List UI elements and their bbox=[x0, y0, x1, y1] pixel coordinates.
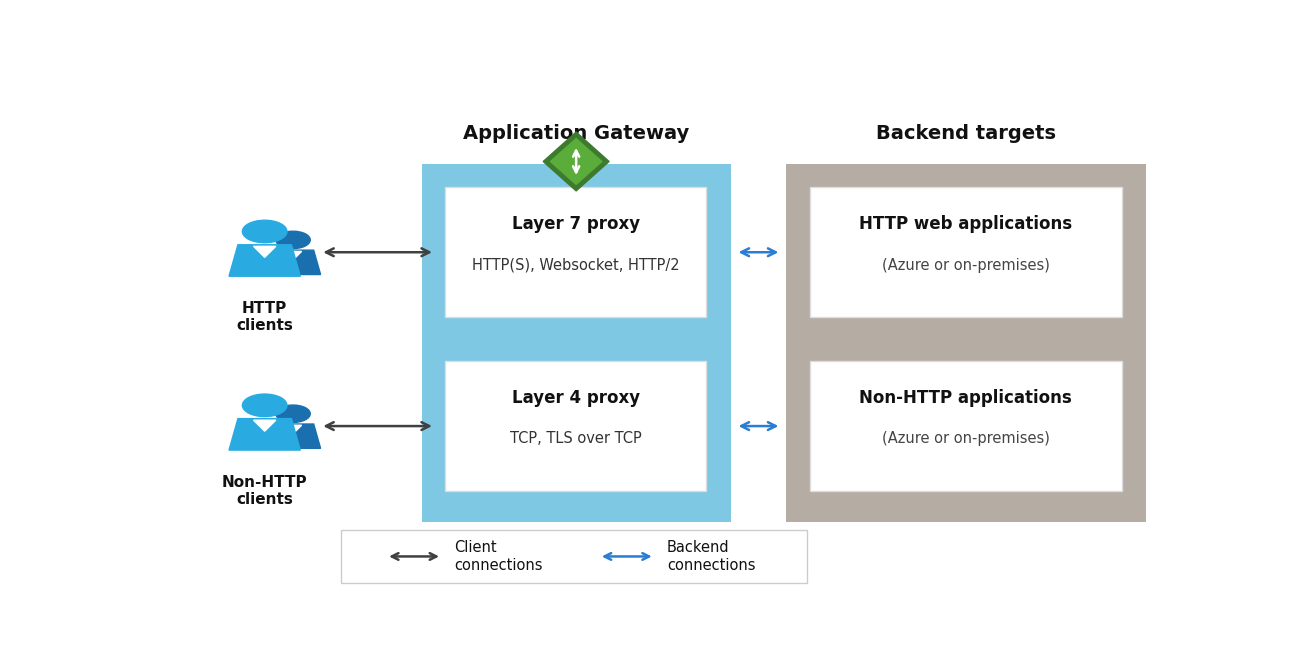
Text: Layer 7 proxy: Layer 7 proxy bbox=[511, 215, 639, 233]
Text: Backend
connections: Backend connections bbox=[667, 540, 755, 572]
Text: TCP, TLS over TCP: TCP, TLS over TCP bbox=[510, 432, 642, 446]
Bar bbox=[444, 361, 706, 491]
Text: Application Gateway: Application Gateway bbox=[463, 124, 689, 143]
Text: HTTP(S), Websocket, HTTP/2: HTTP(S), Websocket, HTTP/2 bbox=[472, 258, 680, 272]
Circle shape bbox=[242, 220, 288, 243]
Text: (Azure or on-premises): (Azure or on-premises) bbox=[882, 258, 1050, 272]
Text: Backend targets: Backend targets bbox=[876, 124, 1056, 143]
Text: Layer 4 proxy: Layer 4 proxy bbox=[511, 389, 639, 407]
Polygon shape bbox=[265, 424, 320, 448]
Circle shape bbox=[276, 231, 310, 248]
Polygon shape bbox=[254, 420, 276, 431]
Text: Non-HTTP applications: Non-HTTP applications bbox=[859, 389, 1072, 407]
Bar bbox=[444, 187, 706, 317]
Text: HTTP
clients: HTTP clients bbox=[237, 301, 293, 333]
Circle shape bbox=[242, 394, 288, 416]
Polygon shape bbox=[254, 246, 276, 258]
Polygon shape bbox=[265, 250, 320, 274]
Bar bbox=[422, 164, 731, 522]
Polygon shape bbox=[285, 425, 302, 434]
Bar bbox=[809, 187, 1121, 317]
Polygon shape bbox=[285, 252, 302, 260]
Polygon shape bbox=[229, 418, 301, 450]
Polygon shape bbox=[544, 132, 609, 191]
Text: (Azure or on-premises): (Azure or on-premises) bbox=[882, 432, 1050, 446]
Text: Client
connections: Client connections bbox=[454, 540, 542, 572]
Polygon shape bbox=[229, 245, 301, 276]
Bar bbox=[787, 164, 1146, 522]
Bar bbox=[341, 530, 806, 583]
Polygon shape bbox=[550, 139, 601, 185]
Circle shape bbox=[276, 405, 310, 422]
Bar bbox=[809, 361, 1121, 491]
Text: Non-HTTP
clients: Non-HTTP clients bbox=[222, 475, 307, 507]
Text: HTTP web applications: HTTP web applications bbox=[859, 215, 1072, 233]
